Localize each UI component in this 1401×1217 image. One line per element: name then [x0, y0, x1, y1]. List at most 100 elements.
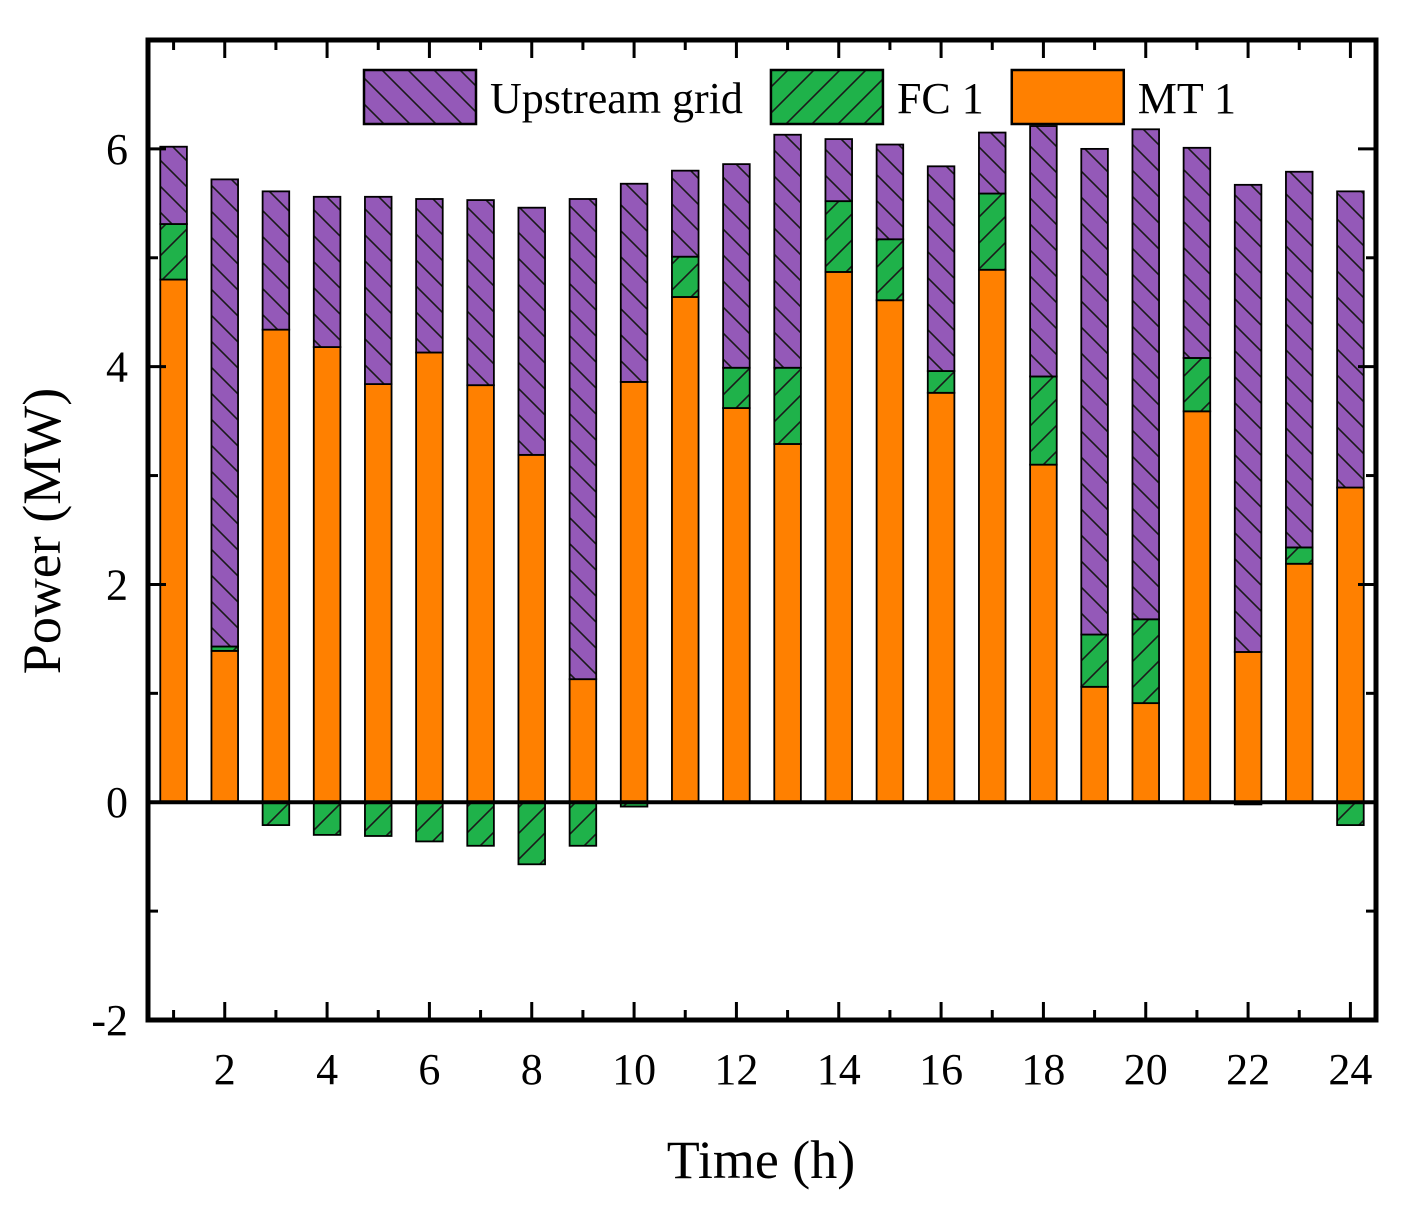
x-tick-label: 10 — [612, 1045, 656, 1094]
bar-fc-1-h1 — [159, 223, 188, 281]
x-tick-label: 18 — [1021, 1045, 1065, 1094]
bar-fc-1-h24 — [1336, 801, 1365, 826]
bar-upstream-grid-h24 — [1336, 190, 1365, 489]
x-tick-label: 14 — [817, 1045, 861, 1094]
x-tick-label: 22 — [1226, 1045, 1270, 1094]
legend-swatch-fc-1 — [769, 68, 885, 126]
x-tick-label: 12 — [714, 1045, 758, 1094]
bar-upstream-grid-h22 — [1233, 183, 1263, 653]
bar-fc-1-h9 — [568, 801, 598, 847]
bar-mt-1-h5 — [364, 383, 393, 804]
bar-mt-1-h18 — [1029, 463, 1058, 804]
bar-fc-1-h6 — [415, 801, 444, 843]
bar-fc-1-h7 — [466, 801, 495, 847]
ticks-layer — [148, 38, 1376, 1022]
bar-fc-1-h4 — [312, 801, 342, 836]
bar-fc-1-h3 — [261, 801, 291, 826]
bar-fc-1-h12 — [722, 366, 751, 409]
bar-fc-1-h21 — [1182, 357, 1212, 413]
bar-upstream-grid-h2 — [210, 178, 239, 648]
bar-fc-1-h15 — [875, 238, 905, 302]
bars-layer — [159, 125, 1365, 866]
x-tick-labels: 2 4 6 8 10 12 14 16 18 20 22 24 — [214, 1045, 1373, 1094]
bar-upstream-grid-h18 — [1029, 125, 1058, 378]
bar-fc-1-h19 — [1080, 633, 1109, 688]
bar-mt-1-h23 — [1285, 562, 1314, 804]
bar-mt-1-h7 — [466, 384, 495, 804]
bar-fc-1-h16 — [926, 370, 956, 394]
bar-upstream-grid-h12 — [722, 163, 751, 369]
x-tick-label: 24 — [1328, 1045, 1372, 1094]
bar-mt-1-h14 — [824, 271, 853, 804]
bar-upstream-grid-h1 — [159, 145, 188, 225]
bar-upstream-grid-h4 — [312, 195, 342, 348]
x-tick-label: 20 — [1124, 1045, 1168, 1094]
legend: Upstream grid FC 1 MT 1 — [362, 68, 1236, 126]
bar-upstream-grid-h8 — [517, 206, 546, 456]
bar-mt-1-h1 — [159, 278, 188, 804]
bar-mt-1-h10 — [619, 381, 649, 804]
bar-upstream-grid-h10 — [619, 182, 649, 383]
bar-mt-1-h17 — [978, 268, 1007, 804]
bar-upstream-grid-h5 — [364, 195, 393, 385]
y-tick-label: -2 — [91, 996, 128, 1045]
bar-fc-1-h11 — [671, 255, 700, 298]
y-tick-label: 4 — [106, 343, 128, 392]
bar-upstream-grid-h13 — [773, 133, 802, 369]
bar-mt-1-h2 — [210, 649, 239, 804]
legend-label-fc-1: FC 1 — [897, 74, 984, 123]
bar-upstream-grid-h23 — [1285, 170, 1314, 549]
legend-label-mt-1: MT 1 — [1138, 74, 1236, 123]
bar-upstream-grid-h6 — [415, 198, 444, 354]
bar-mt-1-h11 — [671, 296, 700, 804]
x-tick-label: 2 — [214, 1045, 236, 1094]
x-tick-label: 4 — [316, 1045, 338, 1094]
bar-mt-1-h19 — [1080, 685, 1109, 804]
bar-mt-1-h8 — [517, 453, 546, 804]
bar-mt-1-h9 — [568, 678, 598, 804]
bar-fc-1-h14 — [824, 200, 853, 273]
x-tick-label: 6 — [418, 1045, 440, 1094]
bar-fc-1-h20 — [1131, 618, 1160, 705]
x-tick-label: 8 — [521, 1045, 543, 1094]
x-tick-label: 16 — [919, 1045, 963, 1094]
bar-fc-1-h8 — [517, 801, 546, 866]
y-tick-label: 0 — [106, 778, 128, 827]
bar-upstream-grid-h19 — [1080, 147, 1109, 636]
legend-label-upstream-grid: Upstream grid — [490, 74, 743, 123]
legend-swatch-upstream-grid — [362, 68, 478, 126]
y-axis-title: Power (MW) — [12, 388, 72, 674]
x-axis-title: Time (h) — [667, 1130, 856, 1190]
bar-mt-1-h24 — [1336, 486, 1365, 804]
bar-mt-1-h6 — [415, 351, 444, 804]
y-tick-labels: -2 0 2 4 6 — [91, 125, 128, 1045]
legend-swatch-mt-1 — [1010, 68, 1126, 126]
bar-upstream-grid-h7 — [466, 199, 495, 387]
bar-mt-1-h21 — [1182, 410, 1212, 804]
bar-fc-1-h23 — [1285, 546, 1314, 565]
bar-mt-1-h15 — [875, 299, 905, 804]
bar-upstream-grid-h14 — [824, 138, 853, 203]
plot-frame — [145, 37, 1379, 1023]
bar-fc-1-h13 — [773, 366, 802, 445]
bar-fc-1-h17 — [978, 192, 1007, 271]
bar-fc-1-h18 — [1029, 375, 1058, 466]
bar-mt-1-h4 — [312, 346, 342, 804]
bar-upstream-grid-h20 — [1131, 128, 1160, 621]
bar-mt-1-h13 — [773, 443, 802, 804]
bar-upstream-grid-h9 — [568, 198, 598, 681]
bar-mt-1-h3 — [261, 328, 291, 804]
bar-mt-1-h22 — [1233, 651, 1263, 804]
y-tick-label: 6 — [106, 125, 128, 174]
bar-upstream-grid-h17 — [978, 131, 1007, 195]
bar-upstream-grid-h15 — [875, 143, 905, 241]
y-tick-label: 2 — [106, 560, 128, 609]
bar-upstream-grid-h3 — [261, 190, 291, 331]
bar-mt-1-h16 — [926, 391, 956, 804]
bar-upstream-grid-h21 — [1182, 146, 1212, 359]
bar-upstream-grid-h11 — [671, 169, 700, 258]
bar-mt-1-h20 — [1131, 702, 1160, 804]
bar-upstream-grid-h16 — [926, 165, 956, 372]
